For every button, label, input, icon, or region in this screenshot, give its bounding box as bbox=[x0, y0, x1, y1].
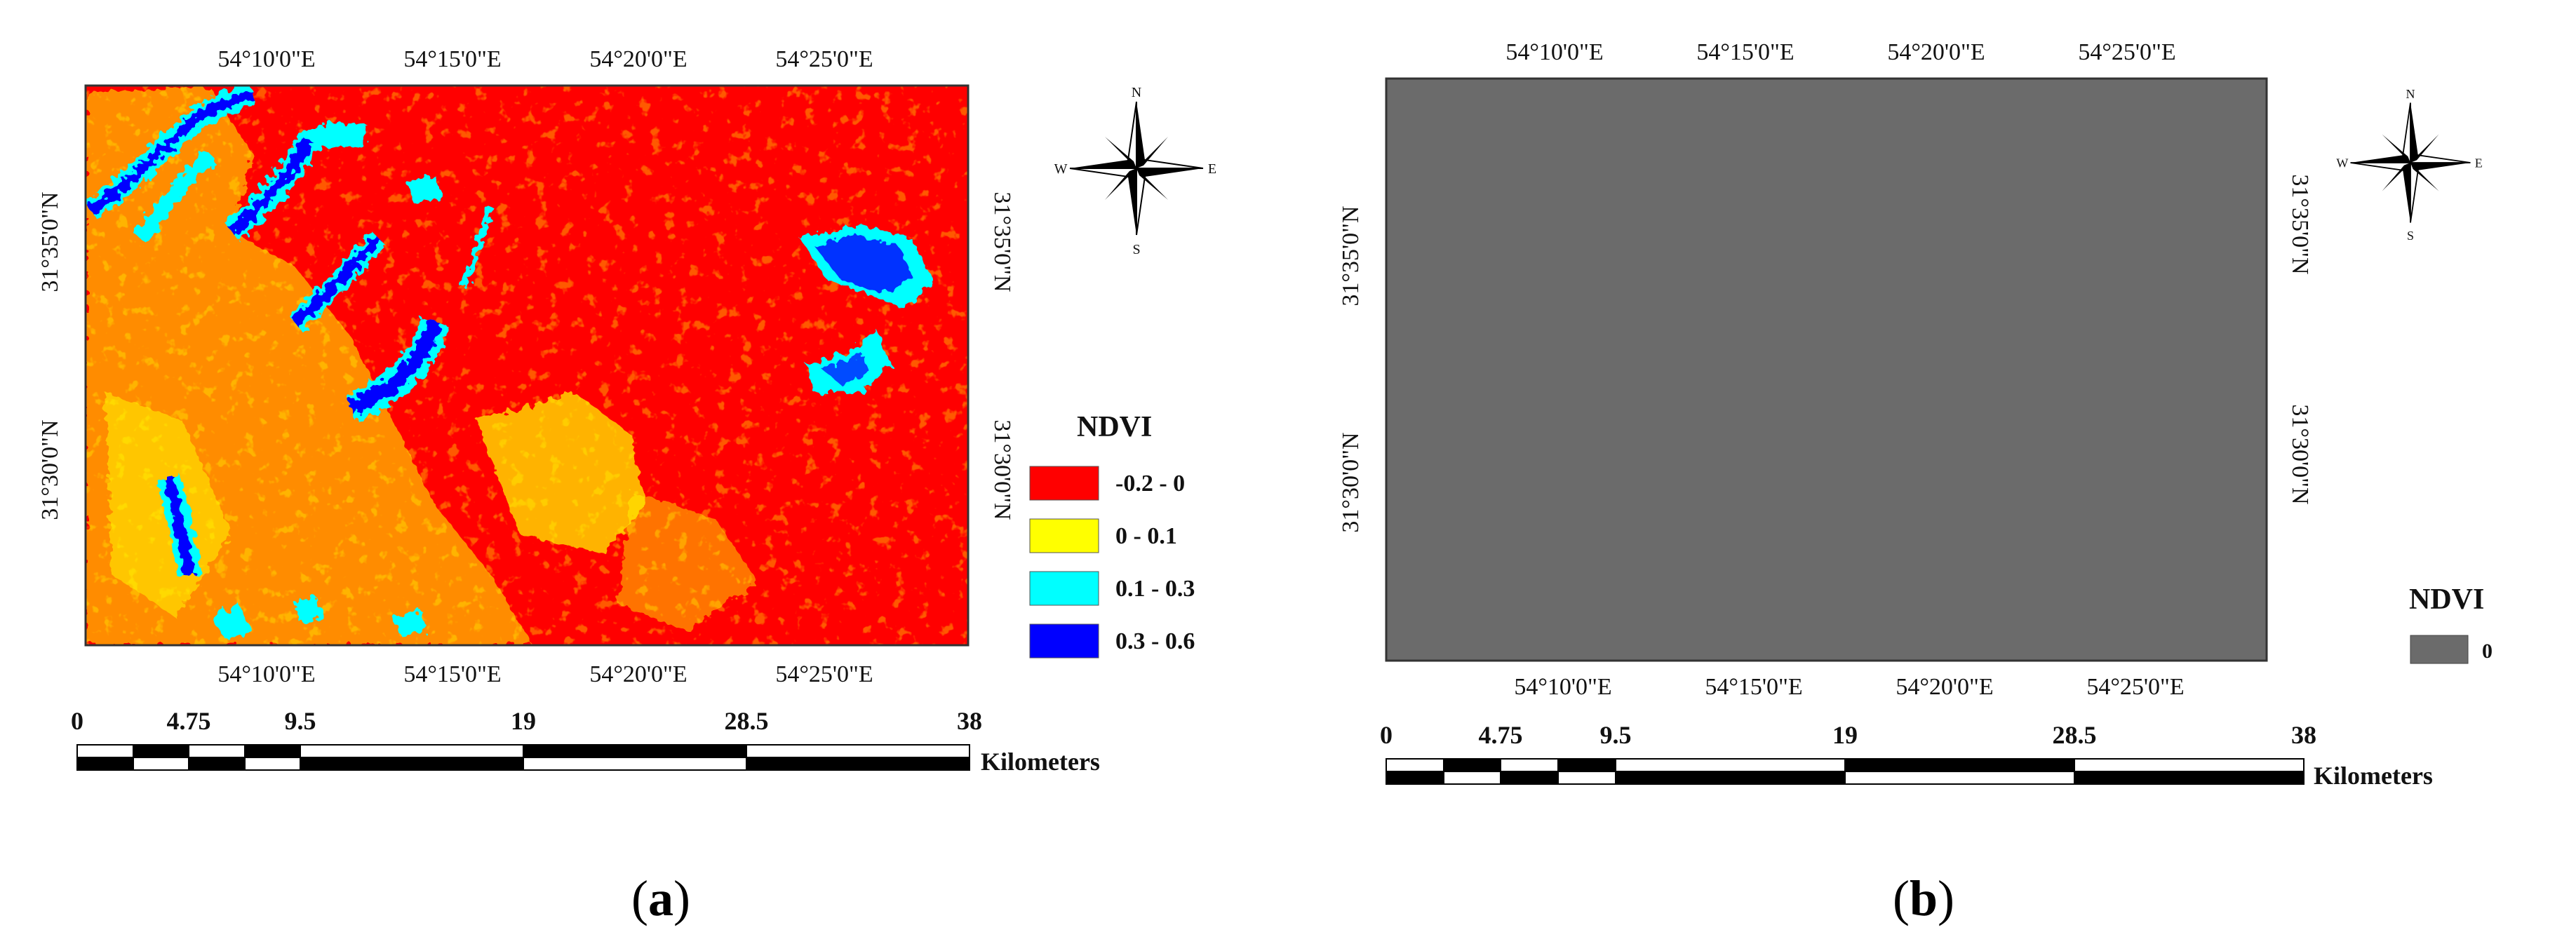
legend-item: 0 - 0.1 bbox=[1029, 518, 1177, 553]
lat-tick-right: 31°30'0"N bbox=[989, 419, 1015, 520]
map-figure-a: 54°10'0"E 54°15'0"E 54°20'0"E 54°25'0"E … bbox=[37, 46, 1217, 776]
scale-tick: 0 bbox=[1380, 721, 1393, 749]
lon-tick-bottom: 54°25'0"E bbox=[2086, 674, 2184, 700]
legend-b: NDVI 0 bbox=[2409, 584, 2493, 664]
lon-tick-bottom: 54°10'0"E bbox=[1514, 674, 1611, 700]
lon-tick-top: 54°20'0"E bbox=[589, 46, 687, 72]
compass-n: N bbox=[1132, 85, 1141, 100]
compass-w: W bbox=[1054, 161, 1068, 177]
scale-tick: 28.5 bbox=[725, 707, 769, 735]
legend-swatch bbox=[2410, 635, 2469, 664]
scale-tick: 4.75 bbox=[167, 707, 211, 735]
legend-swatch bbox=[1029, 466, 1099, 501]
lat-tick-left: 31°30'0"N bbox=[1338, 432, 1364, 532]
lon-tick-bottom: 54°10'0"E bbox=[217, 661, 315, 687]
scale-unit: Kilometers bbox=[981, 748, 1100, 776]
lon-tick-bottom: 54°20'0"E bbox=[1896, 674, 1993, 700]
compass-e: E bbox=[1208, 161, 1216, 177]
lon-tick-bottom: 54°20'0"E bbox=[589, 661, 687, 687]
legend-label: 0.1 - 0.3 bbox=[1115, 576, 1195, 602]
scale-bar-b: 0 4.75 9.5 19 28.5 38 Kilometers bbox=[1380, 721, 2433, 790]
lat-tick-right: 31°35'0"N bbox=[2287, 174, 2313, 274]
scale-tick: 38 bbox=[957, 707, 982, 735]
lon-tick-top: 54°25'0"E bbox=[775, 46, 873, 72]
panel-caption-a: (a) bbox=[631, 870, 690, 926]
legend-item: 0 bbox=[2410, 635, 2493, 664]
lat-tick-right: 31°30'0"N bbox=[2287, 404, 2313, 504]
lat-tick-right: 31°35'0"N bbox=[989, 191, 1015, 292]
ndvi-class-high-channels bbox=[86, 86, 495, 577]
scale-tick: 4.75 bbox=[1479, 721, 1523, 749]
compass-s: S bbox=[1132, 242, 1140, 257]
ndvi-map-a bbox=[86, 86, 968, 645]
lat-tick-left: 31°30'0"N bbox=[37, 419, 63, 520]
legend-swatch bbox=[1029, 571, 1099, 606]
legend-title: NDVI bbox=[1077, 411, 1152, 443]
lon-tick-bottom: 54°15'0"E bbox=[1705, 674, 1802, 700]
lon-tick-top: 54°10'0"E bbox=[1505, 39, 1603, 65]
lon-tick-bottom: 54°15'0"E bbox=[403, 661, 501, 687]
scale-tick: 0 bbox=[71, 707, 83, 735]
scale-tick: 9.5 bbox=[1600, 721, 1632, 749]
compass-w: W bbox=[2336, 156, 2348, 170]
panel-b: 54°10'0"E 54°15'0"E 54°20'0"E 54°25'0"E … bbox=[1288, 0, 2576, 951]
legend-swatch bbox=[1029, 623, 1099, 659]
ndvi-map-b bbox=[1385, 77, 2268, 662]
scale-bar-a: 0 4.75 9.5 19 28.5 38 Kilometers bbox=[71, 707, 1100, 776]
legend-a: NDVI -0.2 - 0 0 - 0.1 0.1 - 0.3 0.3 - 0.… bbox=[1029, 411, 1195, 659]
lon-tick-top: 54°15'0"E bbox=[403, 46, 501, 72]
scale-tick: 9.5 bbox=[285, 707, 316, 735]
compass-rose-icon: N S E W bbox=[1054, 85, 1217, 257]
lon-tick-top: 54°25'0"E bbox=[2078, 39, 2175, 65]
map-figure-b: 54°10'0"E 54°15'0"E 54°20'0"E 54°25'0"E … bbox=[1338, 39, 2493, 790]
compass-s: S bbox=[2407, 229, 2414, 243]
legend-item: 0.1 - 0.3 bbox=[1029, 571, 1195, 606]
lon-tick-bottom: 54°25'0"E bbox=[775, 661, 873, 687]
legend-label: 0 bbox=[2482, 640, 2493, 663]
scale-tick: 19 bbox=[511, 707, 536, 735]
panel-a: 54°10'0"E 54°15'0"E 54°20'0"E 54°25'0"E … bbox=[37, 46, 1217, 926]
scale-tick: 19 bbox=[1832, 721, 1858, 749]
legend-label: -0.2 - 0 bbox=[1115, 471, 1185, 497]
compass-rose-icon: N S E W bbox=[2336, 87, 2482, 243]
lat-tick-left: 31°35'0"N bbox=[37, 191, 63, 292]
ndvi-class-high-east bbox=[210, 175, 933, 638]
lon-tick-top: 54°10'0"E bbox=[217, 46, 315, 72]
legend-item: -0.2 - 0 bbox=[1029, 466, 1185, 501]
legend-item: 0.3 - 0.6 bbox=[1029, 623, 1195, 659]
scale-tick: 38 bbox=[2291, 721, 2316, 749]
legend-swatch bbox=[1029, 518, 1099, 553]
legend-label: 0 - 0.1 bbox=[1115, 523, 1177, 549]
compass-e: E bbox=[2475, 156, 2483, 170]
legend-title: NDVI bbox=[2409, 584, 2484, 616]
legend-label: 0.3 - 0.6 bbox=[1115, 628, 1195, 654]
lon-tick-top: 54°20'0"E bbox=[1887, 39, 1985, 65]
compass-n: N bbox=[2406, 87, 2415, 101]
scale-tick: 28.5 bbox=[2053, 721, 2097, 749]
lat-tick-left: 31°35'0"N bbox=[1338, 205, 1364, 306]
map-frame-a bbox=[84, 84, 970, 647]
scale-unit: Kilometers bbox=[2314, 762, 2433, 790]
panel-caption-b: (b) bbox=[1892, 870, 1954, 926]
lon-tick-top: 54°15'0"E bbox=[1696, 39, 1794, 65]
